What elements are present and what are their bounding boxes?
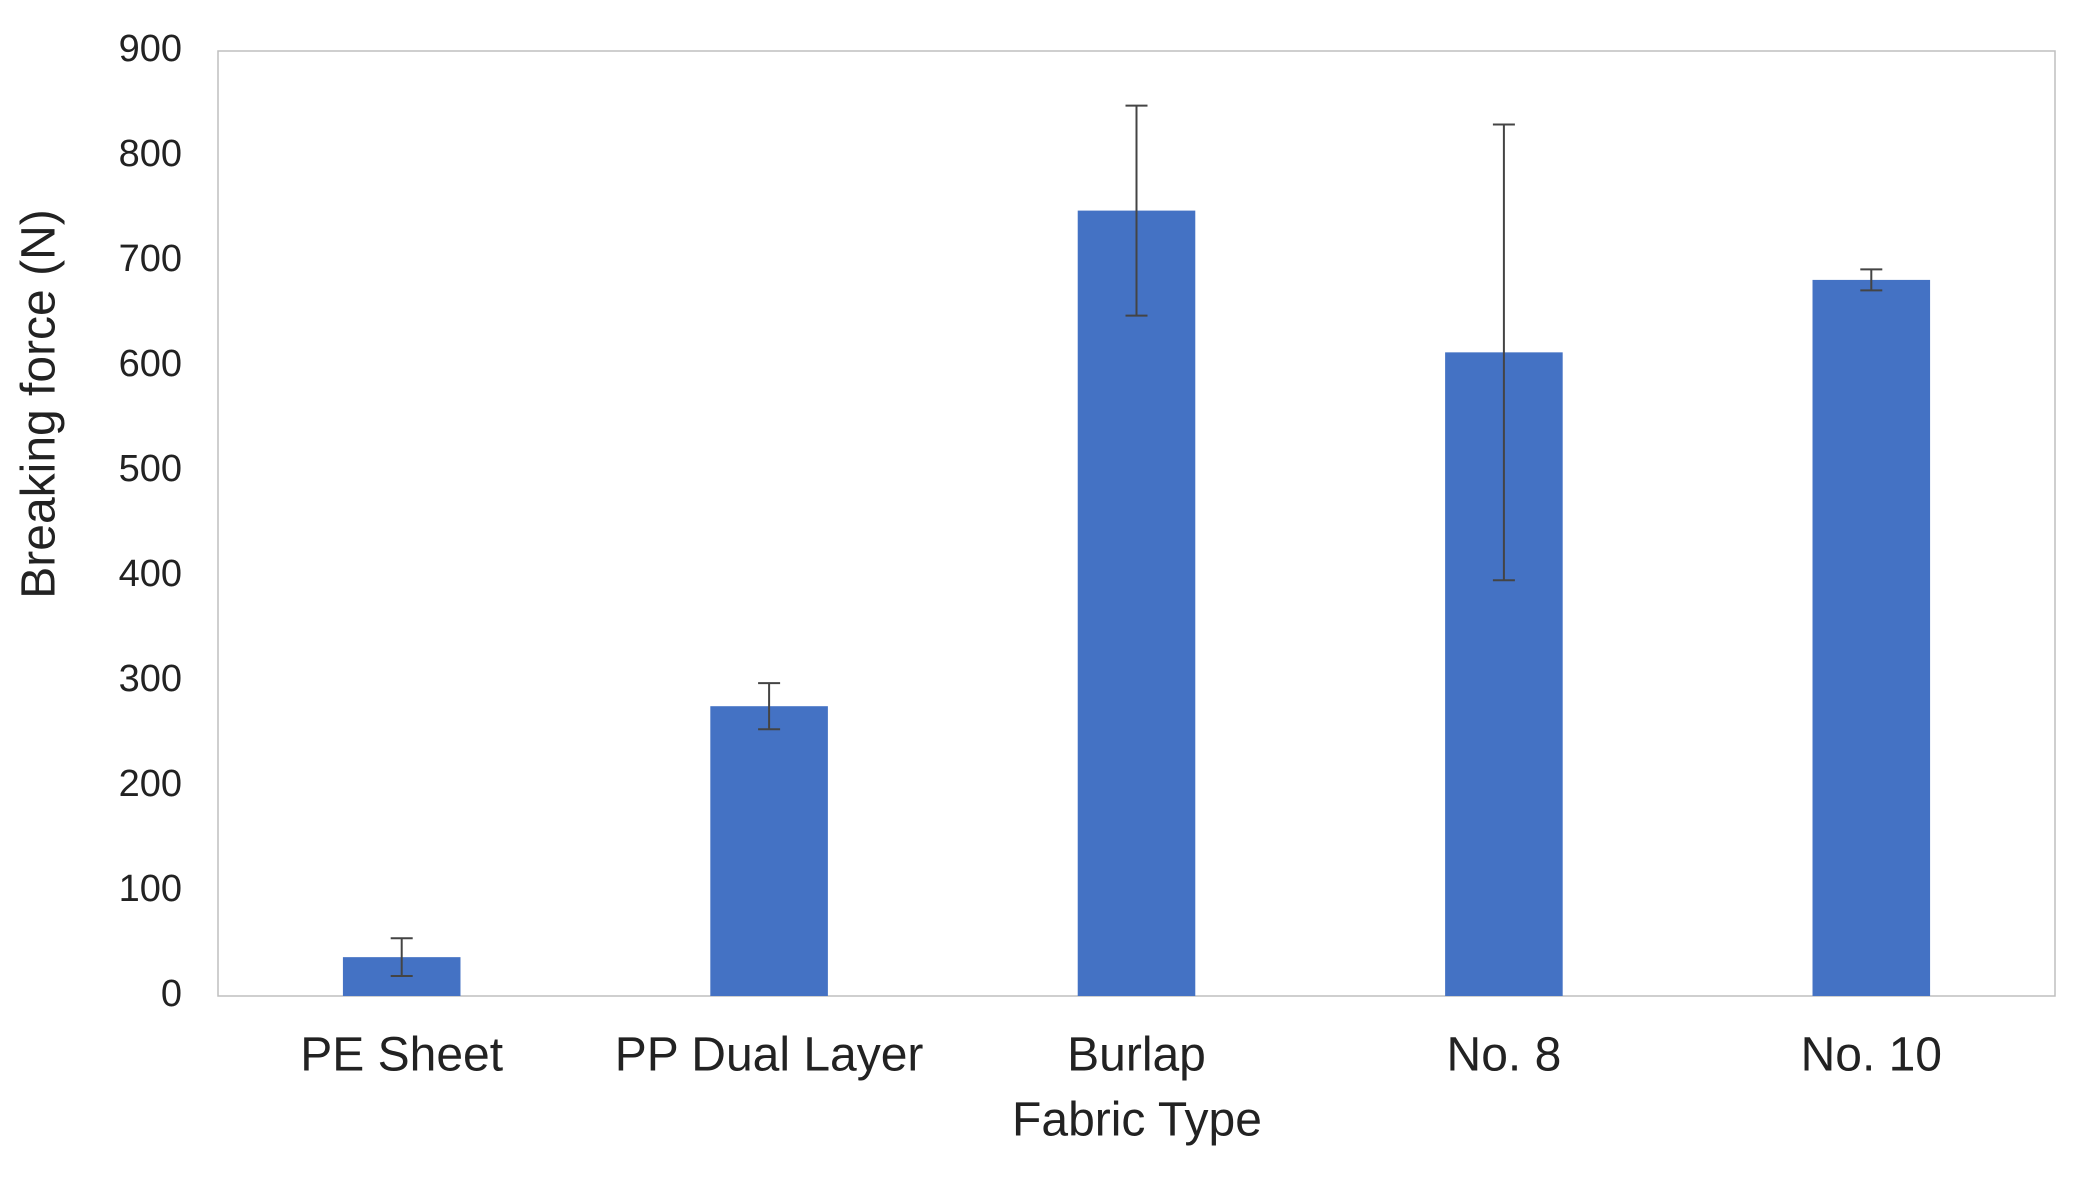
x-tick-label: No. 8: [1447, 1029, 1562, 1082]
y-tick-label: 400: [119, 553, 182, 595]
y-tick-label: 200: [119, 763, 182, 805]
error-bar: [1125, 104, 1148, 317]
y-tick-label: 100: [119, 868, 182, 910]
y-tick-label: 700: [119, 238, 182, 280]
y-tick-label: 600: [119, 343, 182, 385]
y-tick-label: 300: [119, 658, 182, 700]
x-tick-label: PE Sheet: [300, 1029, 503, 1082]
x-axis-title: Fabric Type: [1012, 1094, 1262, 1147]
bar: [1812, 279, 1931, 996]
bar: [1077, 210, 1196, 997]
y-axis-title: Breaking force (N): [13, 209, 66, 598]
y-tick-label: 900: [119, 28, 182, 70]
y-tick-label: 800: [119, 133, 182, 175]
bar: [710, 706, 828, 996]
y-tick-label: 500: [119, 448, 182, 490]
x-tick-label: Burlap: [1067, 1029, 1206, 1082]
error-bar: [758, 682, 781, 731]
y-tick-label: 0: [161, 973, 182, 1015]
error-bar: [1860, 268, 1883, 292]
x-tick-label: No. 10: [1801, 1029, 1942, 1082]
x-tick-label: PP Dual Layer: [615, 1029, 924, 1082]
error-bar: [390, 937, 413, 978]
error-bar: [1492, 123, 1515, 582]
